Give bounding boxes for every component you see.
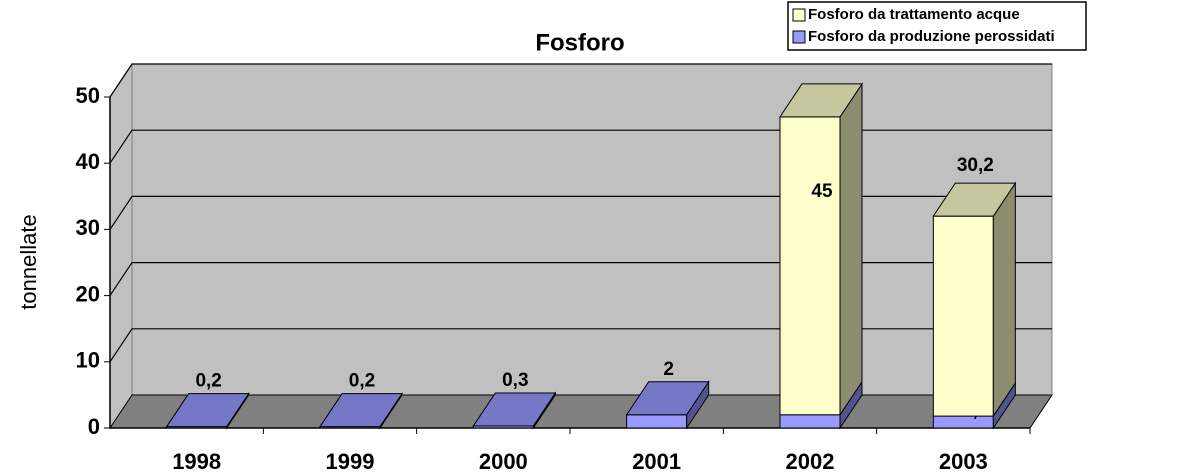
x-tick-label: 2003 bbox=[939, 449, 988, 473]
bar-top bbox=[319, 393, 403, 428]
grid-line bbox=[109, 63, 1052, 98]
bar bbox=[779, 414, 841, 429]
bar-top bbox=[165, 393, 250, 428]
legend-label: Fosforo da trattamento acque bbox=[808, 6, 1020, 23]
grid-line bbox=[109, 328, 1052, 363]
bar-side bbox=[839, 82, 863, 417]
bar-side bbox=[992, 181, 1016, 418]
x-tick-label: 2000 bbox=[479, 449, 528, 473]
legend-swatch bbox=[792, 30, 806, 44]
x-tick-label: 2001 bbox=[632, 449, 681, 473]
value-label: 2 bbox=[663, 359, 674, 380]
x-tick-label: 1998 bbox=[172, 449, 221, 473]
grid-line bbox=[109, 195, 1052, 230]
y-tick-label: 0 bbox=[88, 414, 100, 439]
side-wall bbox=[109, 62, 133, 430]
y-axis-label: tonnellate bbox=[16, 214, 41, 309]
bar-top bbox=[625, 381, 710, 416]
legend-box bbox=[787, 1, 1087, 51]
value-label: 0,2 bbox=[195, 371, 221, 392]
bar bbox=[932, 215, 994, 417]
value-label: 0,3 bbox=[502, 370, 528, 391]
bar bbox=[779, 116, 841, 416]
grid-line bbox=[109, 129, 1052, 164]
legend-label: Fosforo da produzione perossidati bbox=[808, 28, 1055, 45]
bar-top bbox=[779, 83, 863, 118]
back-wall bbox=[131, 63, 1053, 396]
value-label: 45 bbox=[811, 181, 833, 202]
bar-top bbox=[932, 182, 1017, 217]
bar-top bbox=[472, 392, 557, 427]
y-tick-label: 10 bbox=[76, 348, 100, 373]
floor bbox=[109, 394, 1053, 429]
grid-line bbox=[109, 262, 1052, 296]
x-tick-label: 1999 bbox=[326, 449, 375, 473]
bar bbox=[626, 414, 688, 429]
y-tick-label: 40 bbox=[76, 149, 100, 174]
y-tick-label: 30 bbox=[76, 215, 100, 240]
y-tick-label: 20 bbox=[76, 281, 100, 306]
chart-title: Fosforo bbox=[535, 29, 624, 56]
legend-swatch bbox=[792, 8, 806, 22]
x-tick-label: 2002 bbox=[786, 449, 835, 473]
value-label: 30,2 bbox=[957, 155, 994, 176]
y-tick-label: 50 bbox=[76, 83, 100, 108]
value-label: 0,2 bbox=[349, 371, 375, 392]
